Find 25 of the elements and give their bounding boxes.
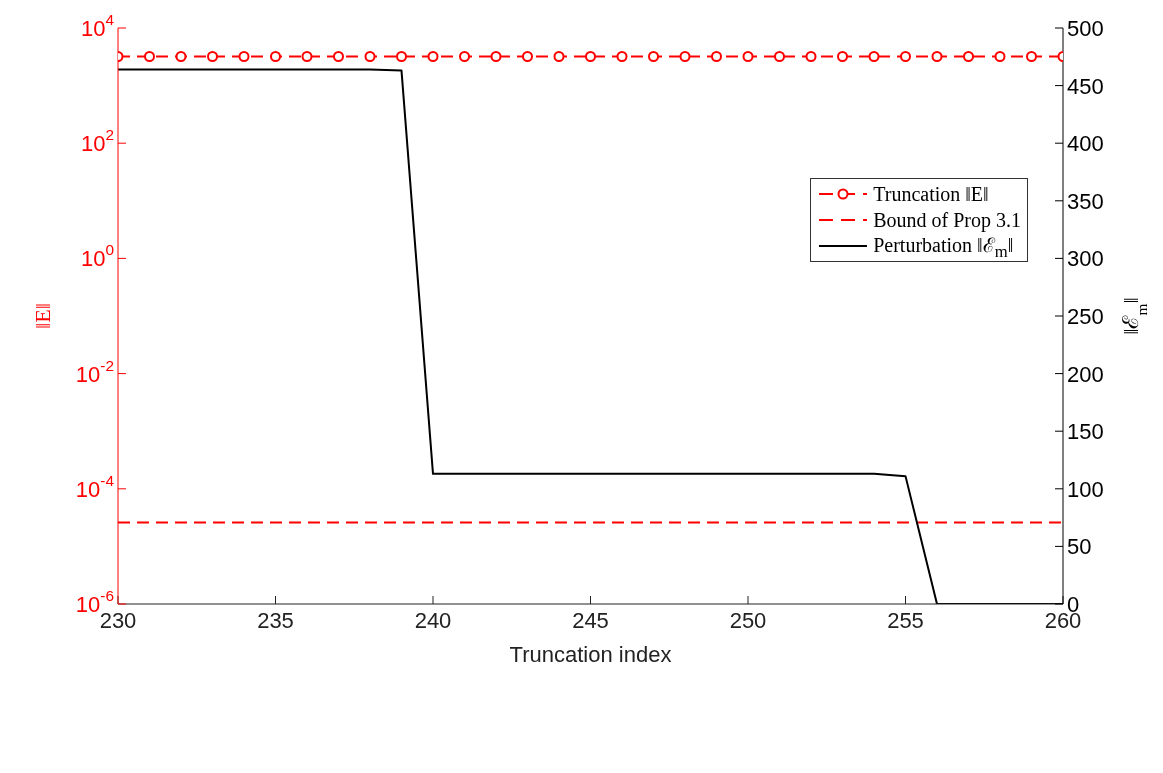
y2-tick-label: 400 bbox=[1067, 130, 1104, 156]
x-tick-label: 245 bbox=[572, 607, 609, 633]
y2-tick-label: 500 bbox=[1067, 15, 1104, 41]
y-axis-title: ‖E‖ bbox=[30, 303, 55, 329]
legend-label: Truncation ‖E‖ bbox=[873, 182, 989, 205]
y2-tick-label: 350 bbox=[1067, 188, 1104, 214]
y2-tick-label: 450 bbox=[1067, 73, 1104, 99]
y-tick-label: 10$^{-2}$ bbox=[75, 356, 114, 387]
legend-label: Bound of Prop 3.1 bbox=[873, 208, 1021, 231]
y2-tick-label: 50 bbox=[1067, 533, 1092, 559]
y2-tick-label: 250 bbox=[1067, 303, 1104, 329]
x-tick-label: 235 bbox=[257, 607, 294, 633]
x-tick-label: 250 bbox=[729, 607, 767, 633]
y2-tick-label: 100 bbox=[1067, 476, 1104, 502]
x-tick-label: 255 bbox=[887, 607, 924, 633]
y2-tick-label: 150 bbox=[1067, 418, 1104, 444]
y-tick-label: 10$^{2}$ bbox=[80, 126, 114, 156]
y-tick-label: 10$^{0}$ bbox=[80, 241, 114, 271]
y2-tick-label: 300 bbox=[1067, 245, 1104, 271]
y-tick-label: 10$^{4}$ bbox=[80, 11, 115, 41]
y-tick-label: 10$^{-4}$ bbox=[75, 471, 115, 502]
x-axis-title: Truncation index bbox=[509, 642, 672, 667]
legend-label: Perturbation ‖ℰ$_{m}$‖ bbox=[873, 233, 1014, 261]
x-tick-label: 240 bbox=[414, 607, 452, 633]
y2-tick-label: 200 bbox=[1067, 361, 1104, 387]
